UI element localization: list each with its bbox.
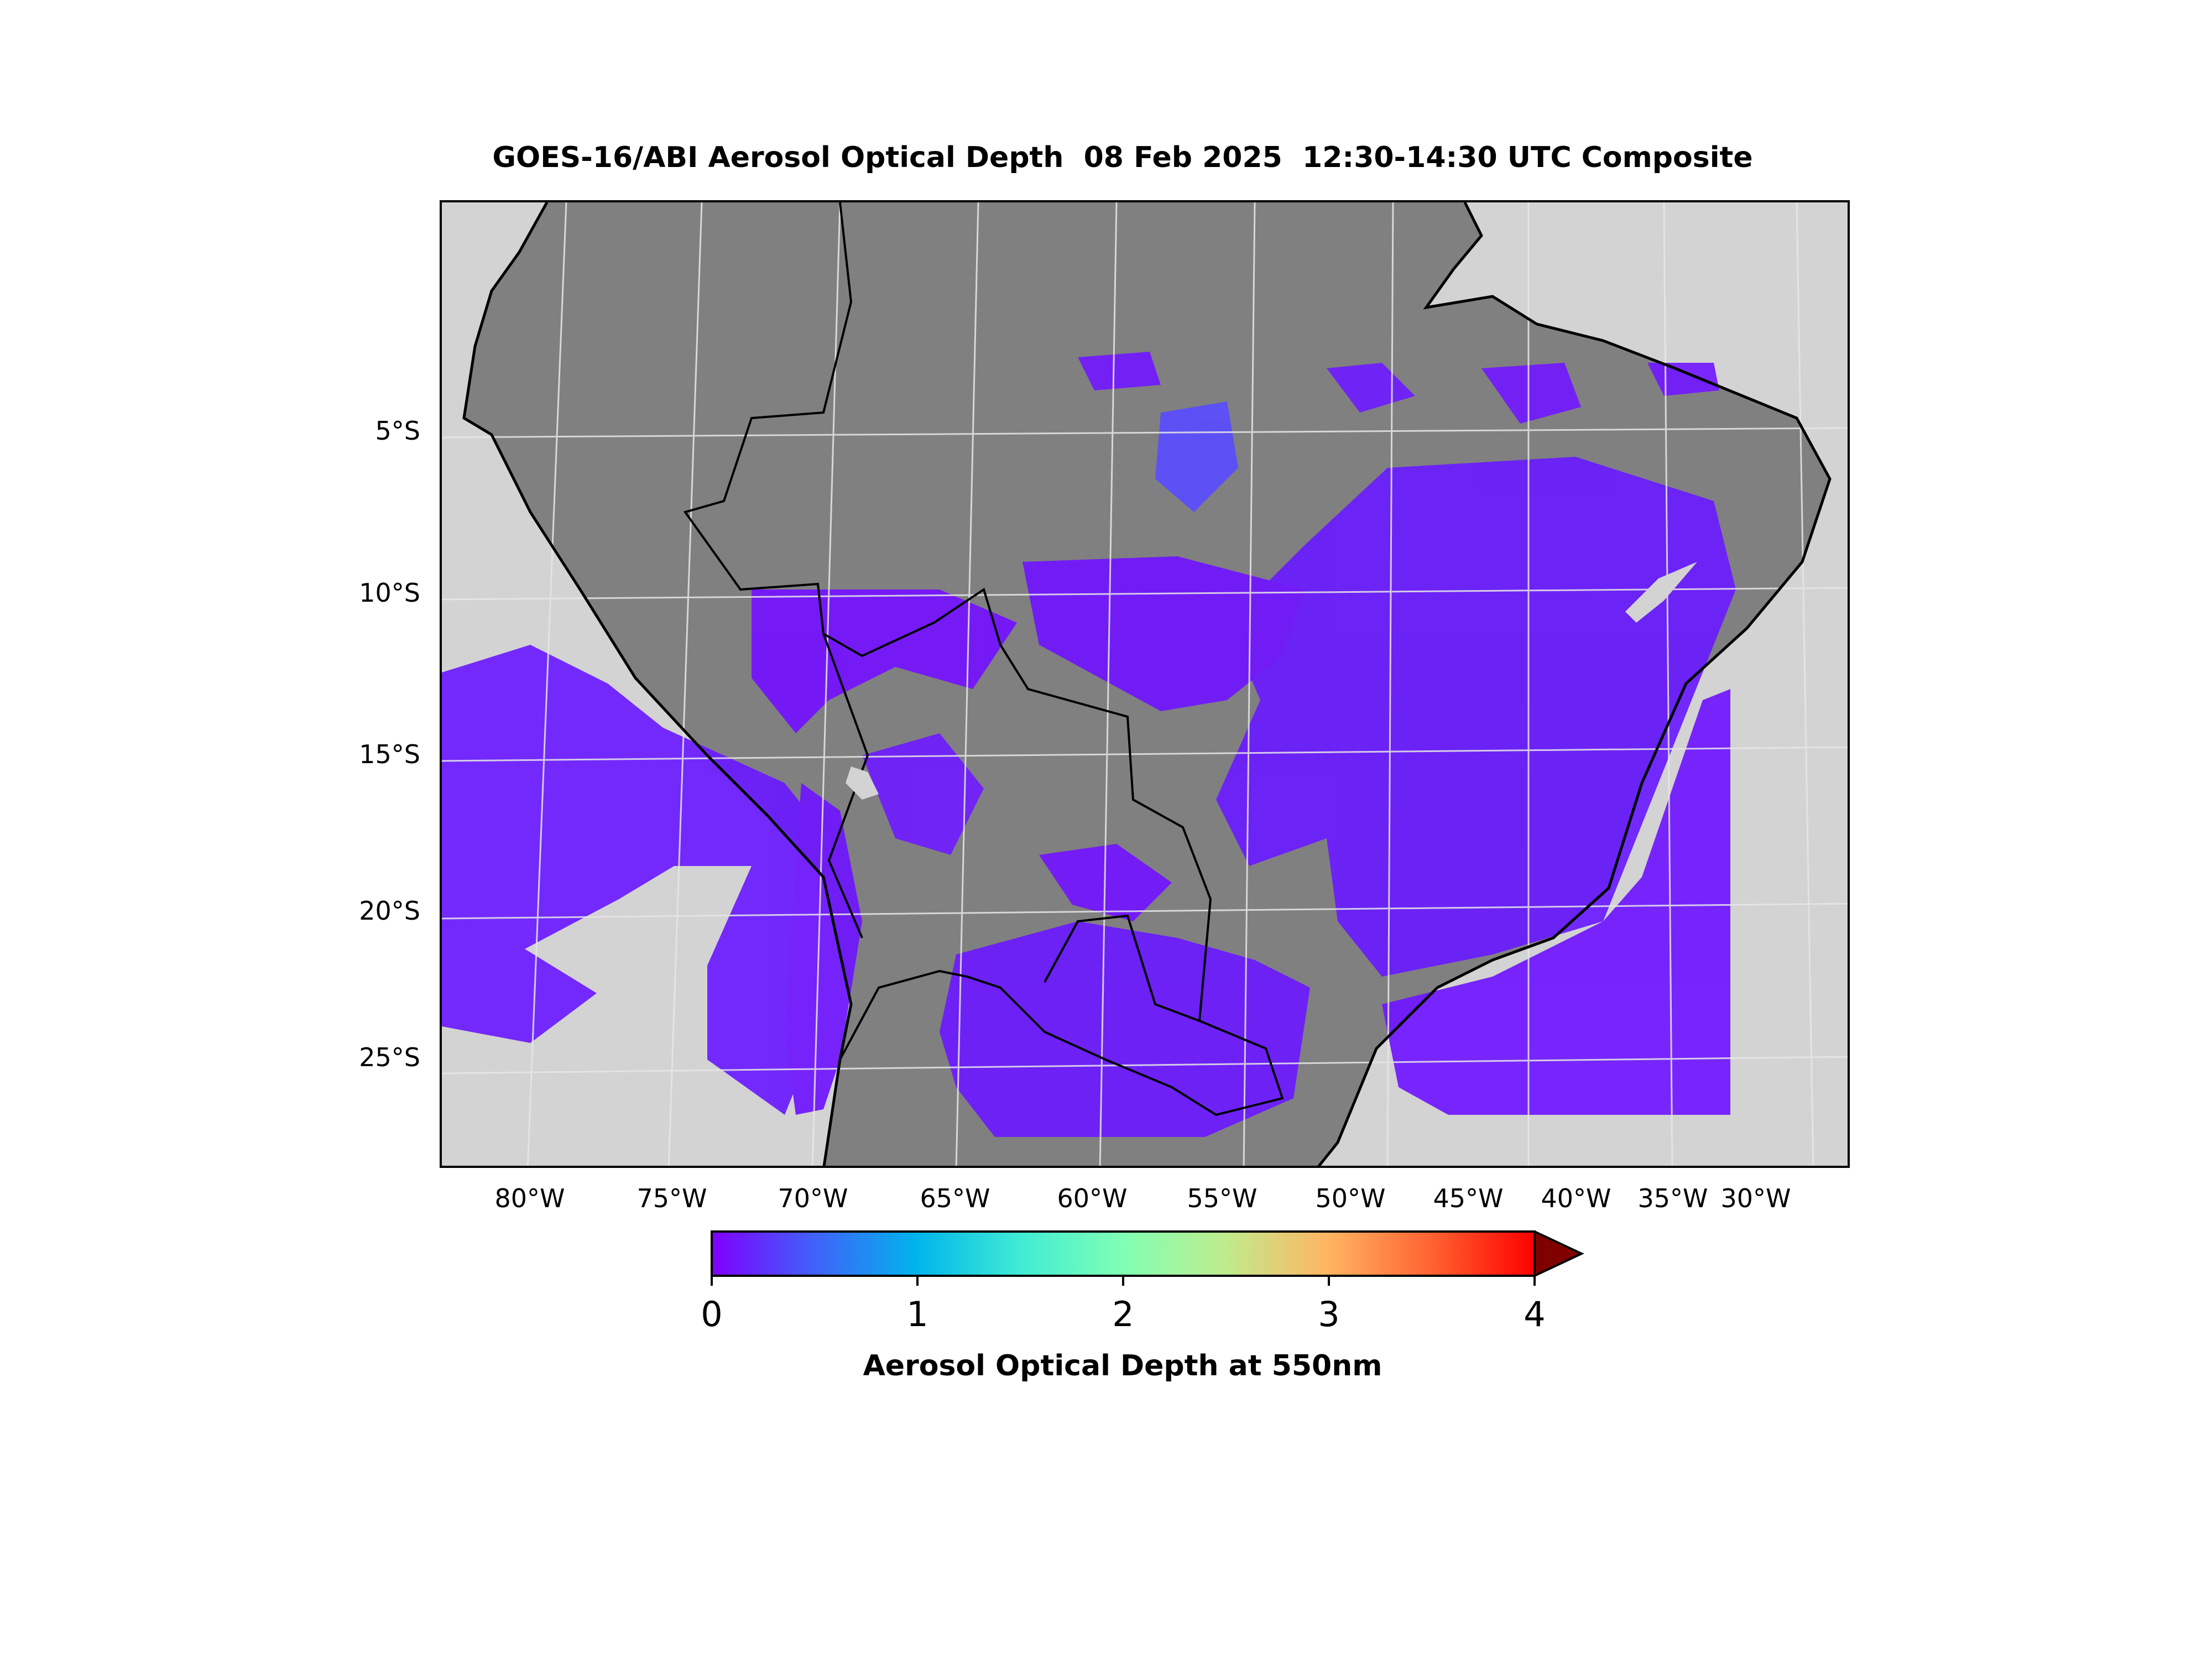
colorbar-extend-arrow [1533,1230,1584,1278]
lon-label-45w: 45°W [1433,1183,1504,1213]
reservoir-sobradinho [1625,562,1697,623]
lat-label-15s: 15°S [359,739,420,769]
lat-label-25s: 25°S [359,1042,420,1072]
lon-label-80w: 80°W [494,1183,565,1213]
coastlines [462,202,1832,1166]
colorbar-tick-0: 0 [701,1294,723,1334]
map-panel [440,200,1850,1168]
colorbar-label: Aerosol Optical Depth at 550nm [863,1349,1383,1383]
lon-label-75w: 75°W [637,1183,707,1213]
colorbar-tick-1: 1 [906,1294,928,1334]
lon-label-60w: 60°W [1057,1183,1128,1213]
lat-label-5s: 5°S [375,416,420,446]
lon-label-35w: 35°W [1637,1183,1708,1213]
aod-field [442,352,1736,1137]
colorbar-ticks [711,1276,1536,1286]
lon-label-50w: 50°W [1315,1183,1386,1213]
map-svg [442,202,1848,1166]
lon-label-30w: 30°W [1720,1183,1791,1213]
lat-label-10s: 10°S [359,578,420,608]
lake-titicaca [846,766,879,800]
colorbar-tick-4: 4 [1524,1294,1546,1334]
country-borders [683,202,1284,1117]
colorbar-tick-3: 3 [1318,1294,1340,1334]
colorbar-gradient [711,1230,1536,1277]
lon-label-55w: 55°W [1187,1183,1258,1213]
graticule [442,202,1848,1166]
lon-label-40w: 40°W [1541,1183,1611,1213]
chart-title: GOES-16/ABI Aerosol Optical Depth 08 Feb… [492,141,1753,174]
lon-label-65w: 65°W [920,1183,990,1213]
colorbar [711,1230,1584,1286]
lon-label-70w: 70°W [778,1183,848,1213]
colorbar-tick-2: 2 [1112,1294,1134,1334]
lat-label-20s: 20°S [359,896,420,926]
